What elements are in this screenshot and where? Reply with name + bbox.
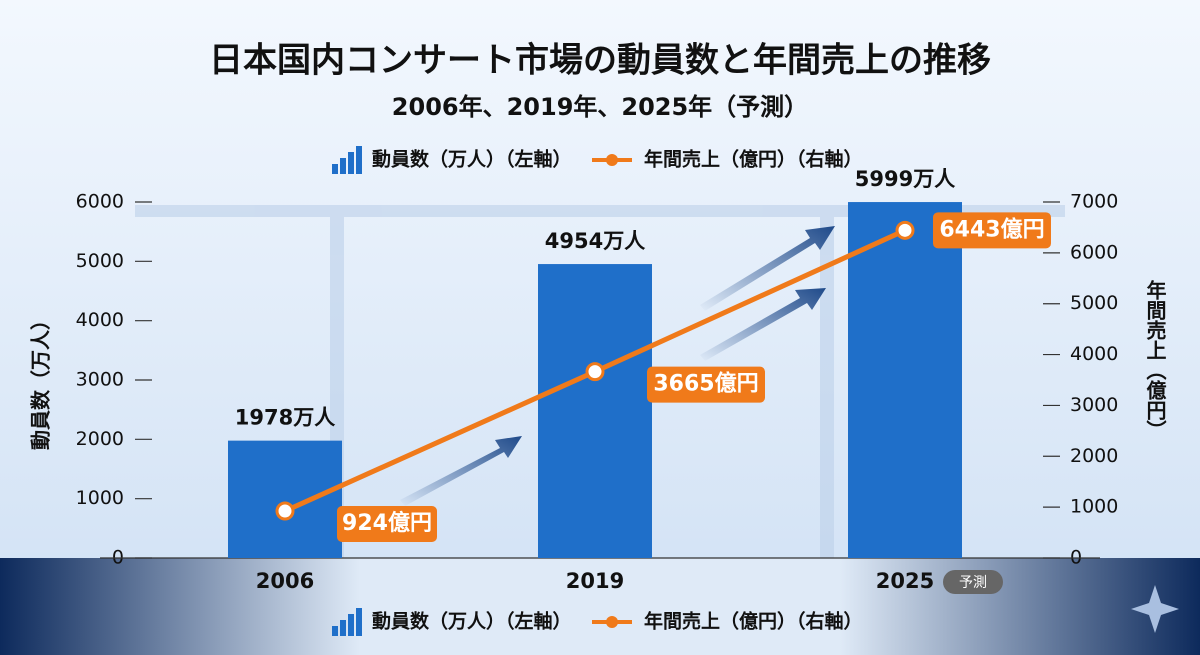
legend-swatch [356, 608, 362, 636]
x-tick-label: 2006 [256, 569, 314, 593]
line-value-label: 3665億円 [653, 371, 758, 397]
legend-swatch [332, 626, 338, 636]
legend-label: 動員数（万人）（左軸） [372, 610, 572, 633]
y-tick-label: 3000 [76, 369, 124, 391]
trend-arrows [400, 226, 835, 506]
legend: 動員数（万人）（左軸） 年間売上（億円）（右軸） [332, 146, 863, 174]
line-point [895, 220, 915, 240]
legend-swatch [606, 154, 618, 166]
chart-subtitle: 2006年、2019年、2025年（予測） [392, 93, 808, 121]
x-tick-label: 2025 [876, 569, 934, 593]
y2-tick-label: 3000 [1070, 394, 1118, 416]
legend-label: 年間売上（億円）（右軸） [644, 148, 863, 171]
y-tick-label: 5000 [76, 250, 124, 272]
y-tick-label: 1000 [76, 487, 124, 509]
y-tick-label: 4000 [76, 309, 124, 331]
legend-swatch [340, 620, 346, 636]
chart-title: 日本国内コンサート市場の動員数と年間売上の推移 [209, 41, 991, 81]
line-label-bg [647, 366, 765, 403]
bar-value-label: 1978万人 [235, 406, 335, 430]
y-tick-label: 2000 [76, 428, 124, 450]
legend-swatch [348, 152, 354, 174]
line-label-bg [337, 506, 437, 543]
line-point [585, 362, 605, 382]
y-axis-label: 動員数（万人） [29, 310, 53, 450]
legend-swatch [606, 616, 618, 628]
legend-label: 動員数（万人）（左軸） [372, 148, 572, 171]
y2-tick-label: 2000 [1070, 445, 1118, 467]
y2-axis-label: 年間売上（億円） [1143, 279, 1167, 440]
y2-tick-label: 5000 [1070, 292, 1118, 314]
x-tick-label: 2019 [566, 569, 624, 593]
line-value-label: 6443億円 [939, 216, 1044, 242]
legend: 動員数（万人）（左軸） 年間売上（億円）（右軸） [332, 608, 863, 636]
bar-value-label: 5999万人 [855, 167, 955, 191]
sparkle-icon [1131, 585, 1179, 633]
y2-tick-label: 4000 [1070, 343, 1118, 365]
bar [228, 440, 342, 558]
y-tick-label: 6000 [76, 191, 124, 213]
legend-swatch [348, 614, 354, 636]
legend-swatch [332, 164, 338, 174]
y2-tick-label: 6000 [1070, 241, 1118, 263]
x-badge: 予測 [959, 575, 987, 591]
line-value-label: 924億円 [342, 510, 432, 536]
x-badge-bg [943, 570, 1003, 594]
line-point [275, 501, 295, 521]
bar [848, 202, 962, 558]
y2-tick-label: 1000 [1070, 496, 1118, 518]
legend-swatch [356, 146, 362, 174]
y2-tick-label: 7000 [1070, 191, 1118, 213]
legend-label: 年間売上（億円）（右軸） [644, 610, 863, 633]
bar-value-label: 4954万人 [545, 229, 645, 253]
line-label-bg [933, 212, 1051, 249]
legend-swatch [340, 158, 346, 174]
bar [538, 264, 652, 558]
